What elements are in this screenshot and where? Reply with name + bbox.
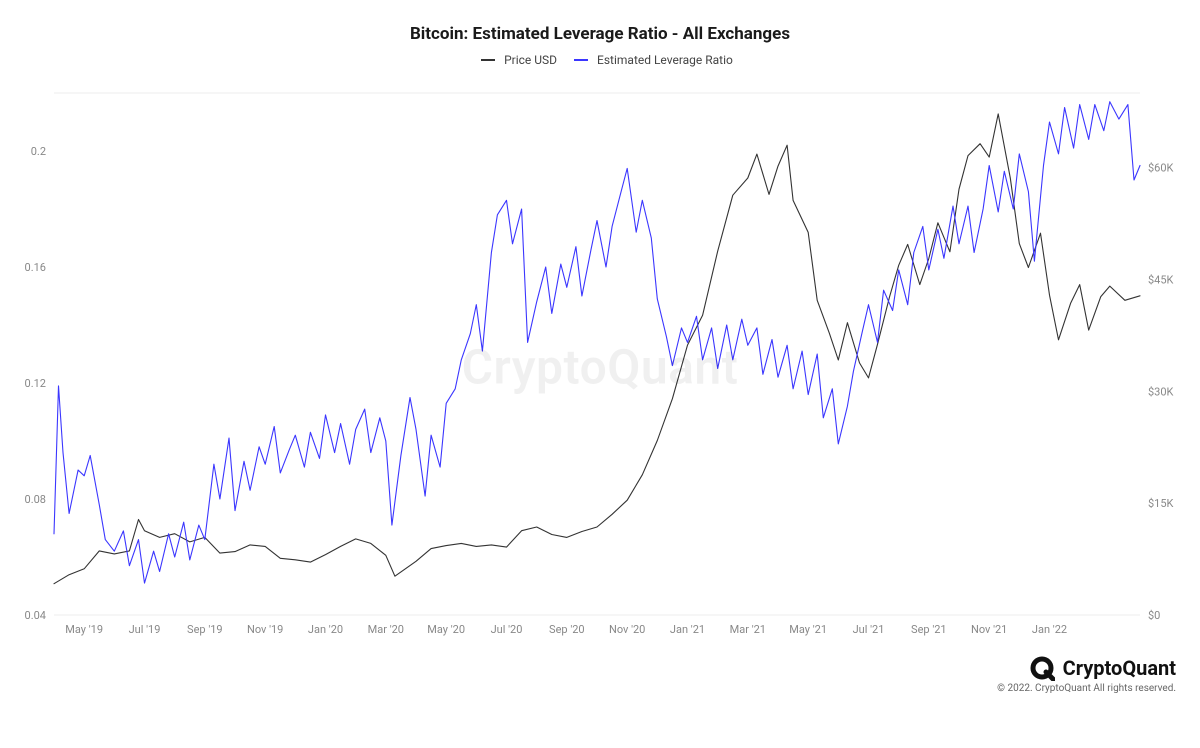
x-tick: Jul '19 xyxy=(129,623,161,636)
x-tick: Nov '19 xyxy=(247,623,283,636)
chart-svg: 0.04 0.08 0.12 0.16 0.2 $0 $15K $30K $45K $60K May… xyxy=(10,85,1190,645)
brand-text: CryptoQuant xyxy=(1063,656,1176,680)
y-right-tick: $30K xyxy=(1148,385,1174,398)
x-tick: Jan '21 xyxy=(670,623,705,636)
x-tick: May '20 xyxy=(427,623,465,636)
x-tick: Sep '19 xyxy=(187,623,223,636)
y-left-tick: 0.08 xyxy=(25,493,46,506)
x-tick: Nov '20 xyxy=(609,623,645,636)
x-tick: Sep '21 xyxy=(911,623,947,636)
legend-swatch-leverage xyxy=(574,59,588,61)
series-price xyxy=(54,114,1140,584)
y-left-tick: 0.04 xyxy=(25,609,46,622)
x-tick: Sep '20 xyxy=(549,623,585,636)
x-tick: Jan '20 xyxy=(308,623,343,636)
legend-label-price: Price USD xyxy=(504,53,557,67)
y-right-tick: $0 xyxy=(1148,609,1160,622)
x-tick: May '19 xyxy=(65,623,103,636)
y-left-tick: 0.2 xyxy=(31,145,46,158)
x-tick: May '21 xyxy=(789,623,827,636)
series-leverage xyxy=(54,102,1140,583)
chart-legend: Price USD Estimated Leverage Ratio xyxy=(0,52,1200,67)
brand-icon xyxy=(1029,655,1055,681)
y-right-tick: $45K xyxy=(1148,273,1174,286)
y-left-tick: 0.16 xyxy=(25,261,46,274)
x-tick: Jul '21 xyxy=(853,623,885,636)
x-tick: Jan '22 xyxy=(1032,623,1067,636)
x-tick: Nov '21 xyxy=(971,623,1007,636)
legend-swatch-price xyxy=(481,59,495,61)
legend-label-leverage: Estimated Leverage Ratio xyxy=(597,53,733,67)
chart-area: CryptoQuant 0.040.080.120.160.2$0$15K$30… xyxy=(10,85,1190,649)
footer: CryptoQuant xyxy=(0,649,1200,681)
y-right-tick: $15K xyxy=(1148,497,1174,510)
x-tick: Mar '21 xyxy=(730,623,766,636)
x-tick: Jul '20 xyxy=(491,623,523,636)
copyright: © 2022. CryptoQuant All rights reserved. xyxy=(0,683,1200,694)
y-right-tick: $60K xyxy=(1148,161,1174,174)
brand-logo: CryptoQuant xyxy=(1029,655,1176,681)
x-tick: Mar '20 xyxy=(368,623,404,636)
chart-title: Bitcoin: Estimated Leverage Ratio - All … xyxy=(0,0,1200,44)
y-left-tick: 0.12 xyxy=(25,377,46,390)
